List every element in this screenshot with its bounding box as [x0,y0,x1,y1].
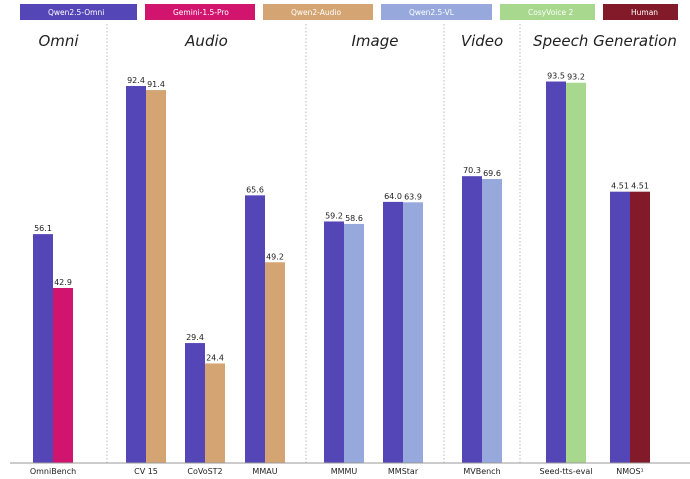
value-label-mmau-qwen2-5-omni: 65.6 [246,185,264,194]
bar-mmau-qwen2-5-omni [245,195,265,464]
legend-label: Qwen2-Audio [291,8,341,17]
legend-label: CosyVoice 2 [528,8,574,17]
legend-item-human: Human [603,4,678,20]
value-label-mmstar-qwen2-5-vl: 63.9 [404,192,422,201]
legend-label: Qwen2.5-Omni [48,8,104,17]
bar-mmstar-qwen2-5-vl [403,202,423,463]
value-label-omnibench-gemini-1-5-pro: 42.9 [54,278,72,287]
category-tick-labels: OmniBench CV 15 CoVoST2 MMAU MMMU MMStar MVBen… [30,467,644,476]
tick-label-mmmu: MMMU [331,467,358,476]
bar-cv-15-qwen2-audio [146,90,166,463]
legend-swatch [145,4,255,20]
bar-seed-tts-eval-qwen2-5-omni [546,81,566,464]
bar-cv-15-qwen2-5-omni [126,86,146,464]
value-label-nmos-qwen2-5-omni: 4.51 [611,182,629,191]
legend-swatch [500,4,595,20]
legend-label: Qwen2.5-VL [409,8,455,17]
value-label-cv-15-qwen2-audio: 91.4 [147,80,165,89]
value-label-seed-tts-eval-cosyvoice-2: 93.2 [567,73,585,82]
value-label-mmstar-qwen2-5-omni: 64.0 [384,192,402,201]
value-label-mmmu-qwen2-5-vl: 58.6 [345,214,363,223]
section-title-video: Video [461,32,503,50]
legend-label: Gemini-1.5-Pro [173,8,229,17]
chart-legend: Qwen2.5-Omni Gemini-1.5-Pro Qwen2-Audio Qwe… [20,4,678,20]
section-title-omni: Omni [38,32,79,50]
tick-label-mmau: MMAU [252,467,277,476]
section-title-speech-generation: Speech Generation [533,32,677,50]
value-label-nmos-human: 4.51 [631,182,649,191]
section-title-audio: Audio [184,32,228,50]
value-label-cv-15-qwen2-5-omni: 92.4 [127,76,145,85]
legend-item-qwen2-audio: Qwen2-Audio [263,4,373,20]
bar-nmos-qwen2-5-omni [610,191,630,463]
section-separators [106,24,521,463]
value-label-seed-tts-eval-qwen2-5-omni: 93.5 [547,72,565,81]
legend-item-qwen2-5-omni: Qwen2.5-Omni [20,4,137,20]
value-label-covost2-qwen2-audio: 24.4 [206,353,224,362]
bar-marks [33,81,650,464]
bar-mvbench-qwen2-5-omni [462,176,482,463]
bar-nmos-human [630,191,650,463]
value-label-mvbench-qwen2-5-vl: 69.6 [483,169,501,178]
section-title-image: Image [352,32,399,50]
value-label-mmau-qwen2-audio: 49.2 [266,252,284,261]
bar-mmstar-qwen2-5-omni [383,201,403,463]
tick-label-seed-tts-eval: Seed-tts-eval [540,467,593,476]
value-label-mvbench-qwen2-5-omni: 70.3 [463,166,481,175]
value-label-covost2-qwen2-5-omni: 29.4 [186,333,204,342]
legend-swatch [263,4,373,20]
bar-mvbench-qwen2-5-vl [482,179,502,464]
tick-label-omnibench: OmniBench [30,467,76,476]
bar-covost2-qwen2-audio [205,363,225,463]
bar-mmmu-qwen2-5-omni [324,221,344,463]
bar-omnibench-gemini-1-5-pro [53,287,73,463]
legend-swatch [381,4,492,20]
tick-label-mmstar: MMStar [388,467,419,476]
bar-seed-tts-eval-cosyvoice-2 [566,82,586,463]
tick-label-mvbench: MVBench [463,467,500,476]
bar-mmmu-qwen2-5-vl [344,223,364,463]
legend-item-qwen2-5-vl: Qwen2.5-VL [381,4,492,20]
tick-label-nmos: NMOS¹ [616,467,643,476]
legend-item-cosyvoice-2: CosyVoice 2 [500,4,595,20]
tick-label-cv-15: CV 15 [134,467,158,476]
value-label-mmmu-qwen2-5-omni: 59.2 [325,211,343,220]
tick-label-covost2: CoVoST2 [187,467,222,476]
value-labels: 56.1 42.9 92.4 91.4 29.4 24.4 65.6 49.2 59.2 58.6… [34,72,649,363]
bar-covost2-qwen2-5-omni [185,343,205,463]
bar-omnibench-qwen2-5-omni [33,234,53,463]
legend-label: Human [631,8,658,17]
section-titles: Omni Audio Image Video Speech Generation [38,32,676,50]
legend-item-gemini-1-5-pro: Gemini-1.5-Pro [145,4,255,20]
legend-swatch [20,4,137,20]
value-label-omnibench-qwen2-5-omni: 56.1 [34,224,52,233]
legend-swatch [603,4,678,20]
bar-mmau-qwen2-audio [265,262,285,463]
